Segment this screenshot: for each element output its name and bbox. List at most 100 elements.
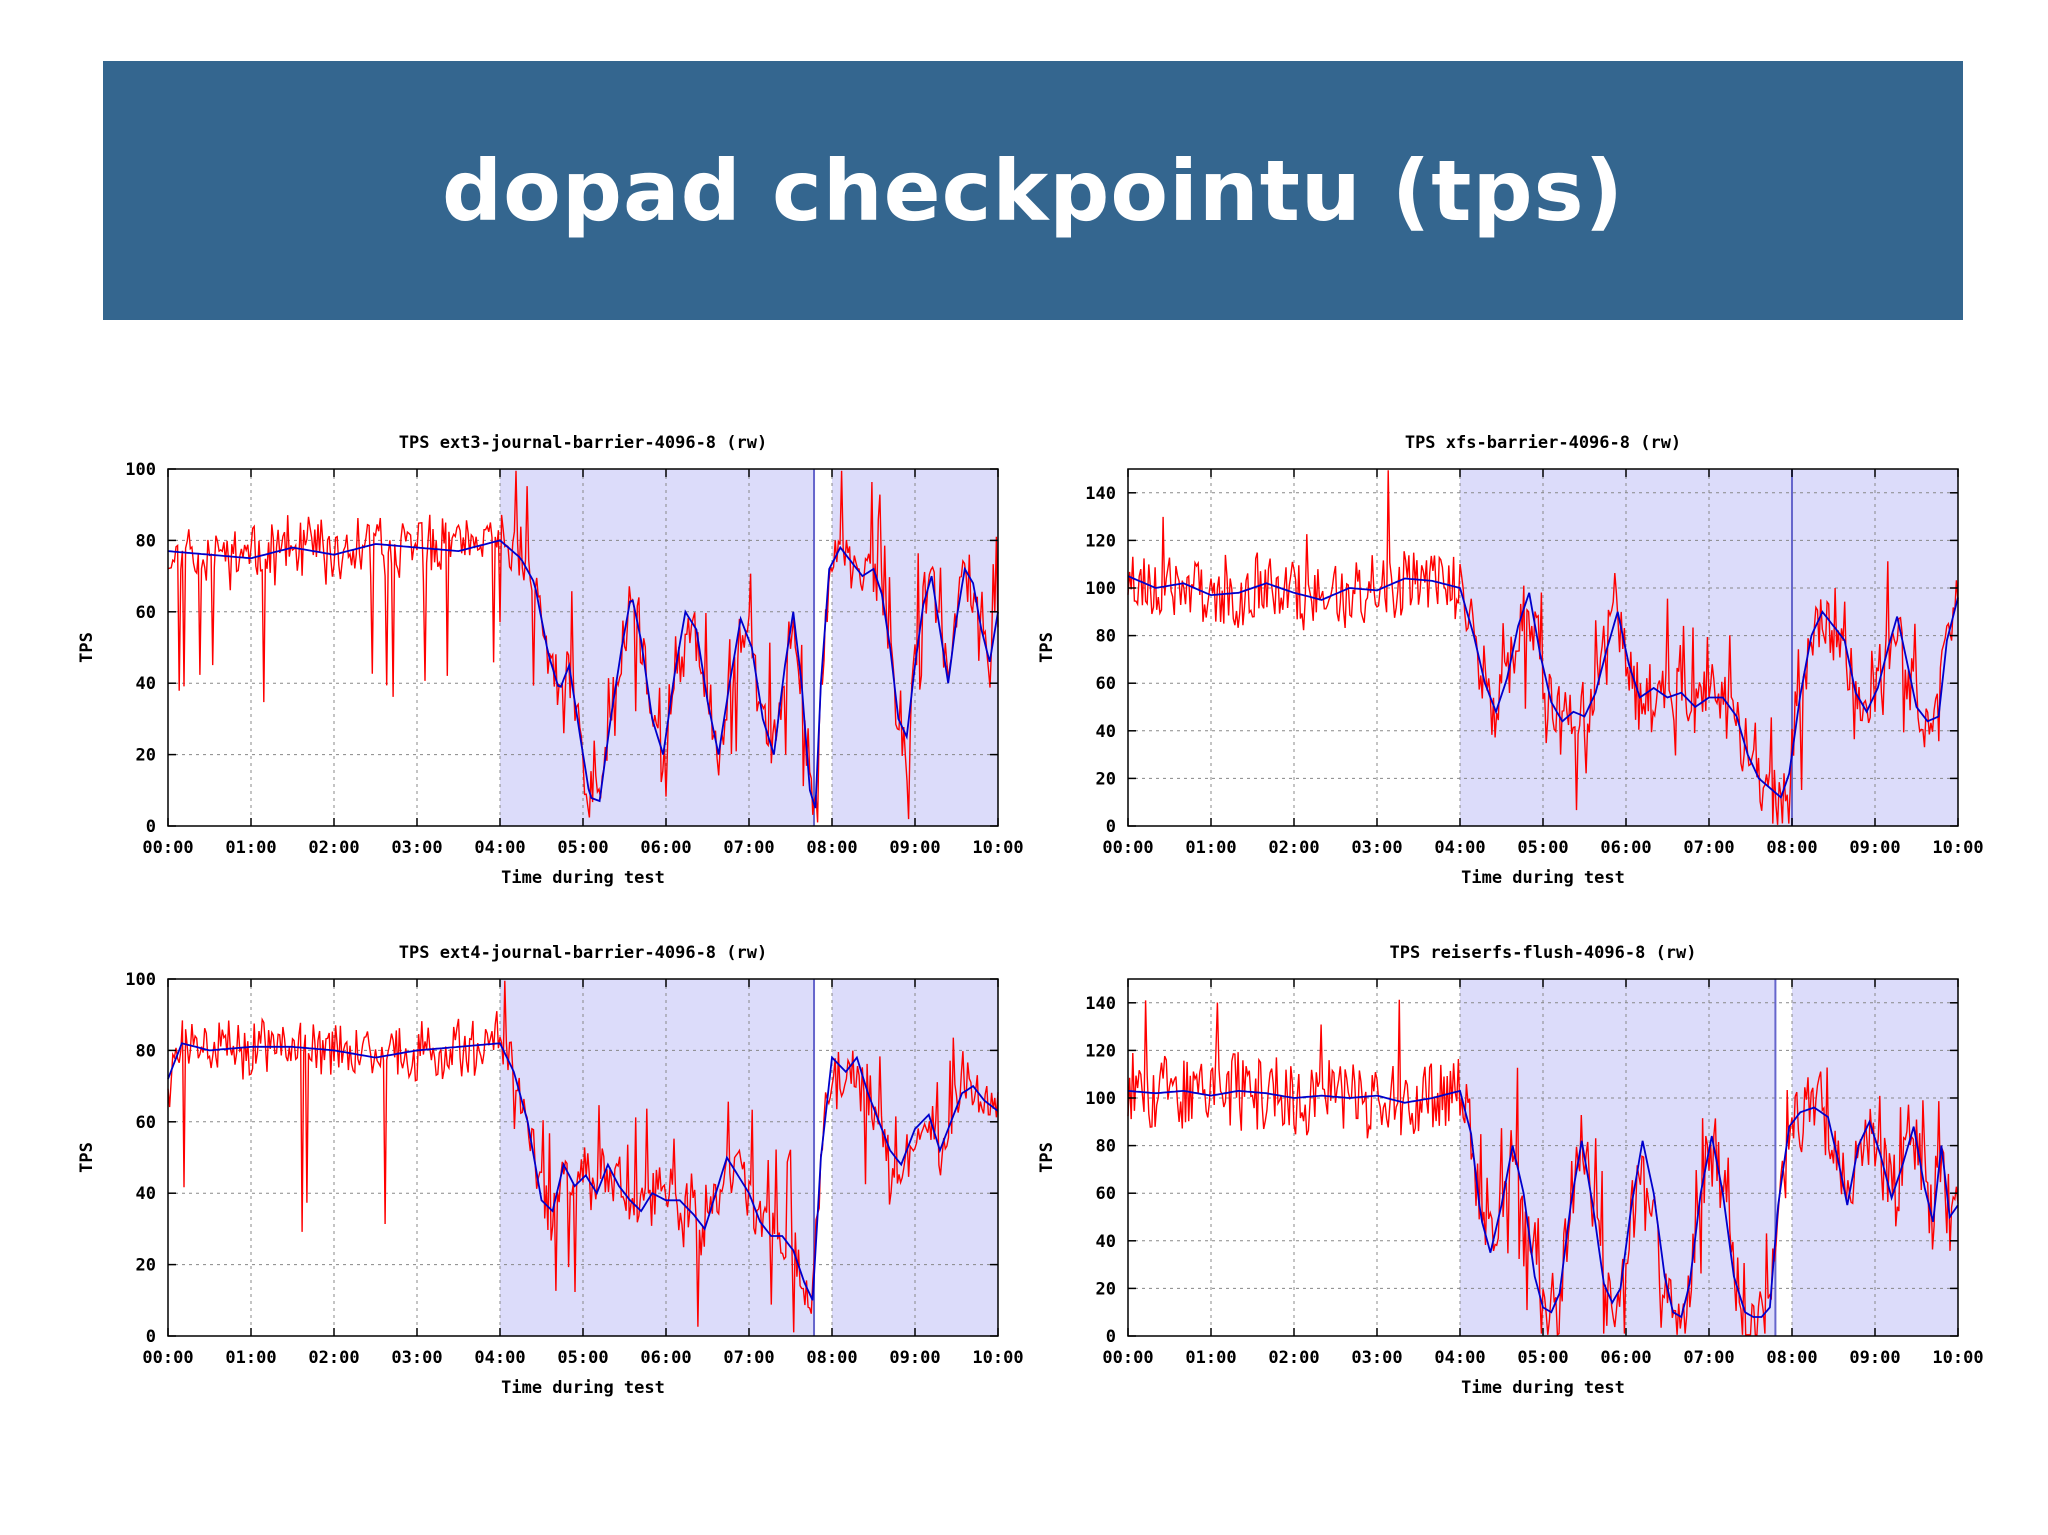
y-tick-label: 40 — [1096, 722, 1116, 742]
y-tick-label: 140 — [1085, 484, 1116, 504]
y-tick-label: 20 — [1096, 769, 1116, 789]
x-tick-label: 08:00 — [1766, 838, 1817, 858]
y-axis-label: TPS — [1037, 1142, 1057, 1173]
x-axis-label: Time during test — [501, 868, 665, 888]
series-smoothed-tps — [167, 539, 999, 809]
x-tick-label: 07:00 — [723, 1348, 774, 1368]
checkpoint-region — [832, 979, 998, 1336]
series-raw-tps — [167, 470, 999, 823]
x-tick-label: 04:00 — [474, 1348, 525, 1368]
x-tick-label: 04:00 — [1434, 838, 1485, 858]
chart-title: TPS reiserfs-flush-4096-8 (rw) — [1389, 943, 1696, 963]
x-tick-label: 05:00 — [1517, 838, 1568, 858]
series-smoothed-tps — [1127, 575, 1959, 799]
series-smoothed-tps — [167, 1042, 999, 1301]
x-tick-label: 07:00 — [1683, 838, 1734, 858]
x-tick-label: 07:00 — [723, 838, 774, 858]
x-tick-label: 00:00 — [1102, 838, 1153, 858]
y-tick-label: 0 — [146, 1327, 156, 1347]
x-axis-label: Time during test — [1461, 1378, 1625, 1398]
x-axis-label: Time during test — [1461, 868, 1625, 888]
series-raw-tps — [1127, 470, 1959, 825]
checkpoint-region — [500, 469, 815, 826]
slide-header: dopad checkpointu (tps) — [103, 61, 1963, 320]
y-tick-label: 140 — [1085, 994, 1116, 1014]
x-tick-label: 06:00 — [1600, 838, 1651, 858]
x-tick-label: 06:00 — [640, 1348, 691, 1368]
chart-title: TPS xfs-barrier-4096-8 (rw) — [1405, 433, 1681, 453]
chart-title: TPS ext4-journal-barrier-4096-8 (rw) — [399, 943, 767, 963]
y-tick-label: 80 — [1096, 1137, 1116, 1157]
y-tick-label: 60 — [1096, 1184, 1116, 1204]
x-tick-label: 06:00 — [1600, 1348, 1651, 1368]
y-tick-label: 40 — [1096, 1232, 1116, 1252]
x-tick-label: 01:00 — [225, 1348, 276, 1368]
y-axis-label: TPS — [77, 632, 97, 663]
x-tick-label: 01:00 — [225, 838, 276, 858]
slide-title: dopad checkpointu (tps) — [442, 141, 1624, 240]
x-tick-label: 08:00 — [1766, 1348, 1817, 1368]
x-tick-label: 04:00 — [1434, 1348, 1485, 1368]
x-tick-label: 03:00 — [1351, 1348, 1402, 1368]
chart-xfs-barrier: 00:00 01:00 02:00 03:00 04:00 05:00 06:00 07:00… — [1020, 415, 2020, 935]
chart-svg: 00:00 01:00 02:00 03:00 04:00 05:00 06:00 07:00… — [77, 433, 1024, 888]
x-tick-label: 02:00 — [308, 838, 359, 858]
x-tick-label: 00:00 — [1102, 1348, 1153, 1368]
y-tick-label: 120 — [1085, 531, 1116, 551]
y-tick-label: 60 — [1096, 674, 1116, 694]
y-tick-label: 100 — [1085, 1089, 1116, 1109]
x-tick-label: 02:00 — [1268, 838, 1319, 858]
x-tick-label: 05:00 — [557, 1348, 608, 1368]
y-tick-label: 120 — [1085, 1041, 1116, 1061]
y-axis-label: TPS — [77, 1142, 97, 1173]
y-tick-label: 80 — [1096, 627, 1116, 647]
x-tick-label: 03:00 — [391, 838, 442, 858]
y-tick-label: 100 — [125, 460, 156, 480]
y-tick-label: 60 — [136, 603, 156, 623]
x-tick-label: 09:00 — [1849, 1348, 1900, 1368]
x-tick-label: 05:00 — [1517, 1348, 1568, 1368]
y-tick-label: 0 — [146, 817, 156, 837]
y-axis-label: TPS — [1037, 632, 1057, 663]
y-tick-label: 60 — [136, 1113, 156, 1133]
x-tick-label: 02:00 — [308, 1348, 359, 1368]
checkpoint-region — [1460, 979, 1776, 1336]
checkpoint-region — [500, 979, 815, 1336]
x-tick-label: 00:00 — [142, 838, 193, 858]
x-tick-label: 09:00 — [889, 1348, 940, 1368]
x-tick-label: 10:00 — [1932, 838, 1983, 858]
x-tick-label: 03:00 — [1351, 838, 1402, 858]
x-tick-label: 04:00 — [474, 838, 525, 858]
x-tick-label: 10:00 — [972, 838, 1023, 858]
y-tick-label: 80 — [136, 531, 156, 551]
y-tick-label: 40 — [136, 1184, 156, 1204]
x-tick-label: 08:00 — [806, 1348, 857, 1368]
chart-title: TPS ext3-journal-barrier-4096-8 (rw) — [399, 433, 767, 453]
y-tick-label: 0 — [1106, 817, 1116, 837]
chart-svg: 00:00 01:00 02:00 03:00 04:00 05:00 06:00 07:00… — [1037, 943, 1984, 1398]
checkpoint-region — [1460, 469, 1958, 826]
chart-reiserfs-flush: 00:00 01:00 02:00 03:00 04:00 05:00 06:00 07:00… — [1020, 925, 2020, 1445]
y-tick-label: 100 — [1085, 579, 1116, 599]
series-raw-tps — [1127, 999, 1959, 1337]
series-raw-tps — [167, 980, 999, 1333]
y-tick-label: 40 — [136, 674, 156, 694]
series-smoothed-tps — [1127, 1089, 1959, 1319]
y-tick-label: 0 — [1106, 1327, 1116, 1347]
x-tick-label: 02:00 — [1268, 1348, 1319, 1368]
x-tick-label: 10:00 — [972, 1348, 1023, 1368]
x-tick-label: 05:00 — [557, 838, 608, 858]
x-tick-label: 00:00 — [142, 1348, 193, 1368]
x-tick-label: 07:00 — [1683, 1348, 1734, 1368]
y-tick-label: 100 — [125, 970, 156, 990]
x-axis-label: Time during test — [501, 1378, 665, 1398]
chart-svg: 00:00 01:00 02:00 03:00 04:00 05:00 06:00 07:00… — [77, 943, 1024, 1398]
x-tick-label: 09:00 — [1849, 838, 1900, 858]
x-tick-label: 01:00 — [1185, 1348, 1236, 1368]
x-tick-label: 08:00 — [806, 838, 857, 858]
y-tick-label: 20 — [1096, 1279, 1116, 1299]
x-tick-label: 06:00 — [640, 838, 691, 858]
x-tick-label: 03:00 — [391, 1348, 442, 1368]
y-tick-label: 20 — [136, 1256, 156, 1276]
y-tick-label: 80 — [136, 1041, 156, 1061]
